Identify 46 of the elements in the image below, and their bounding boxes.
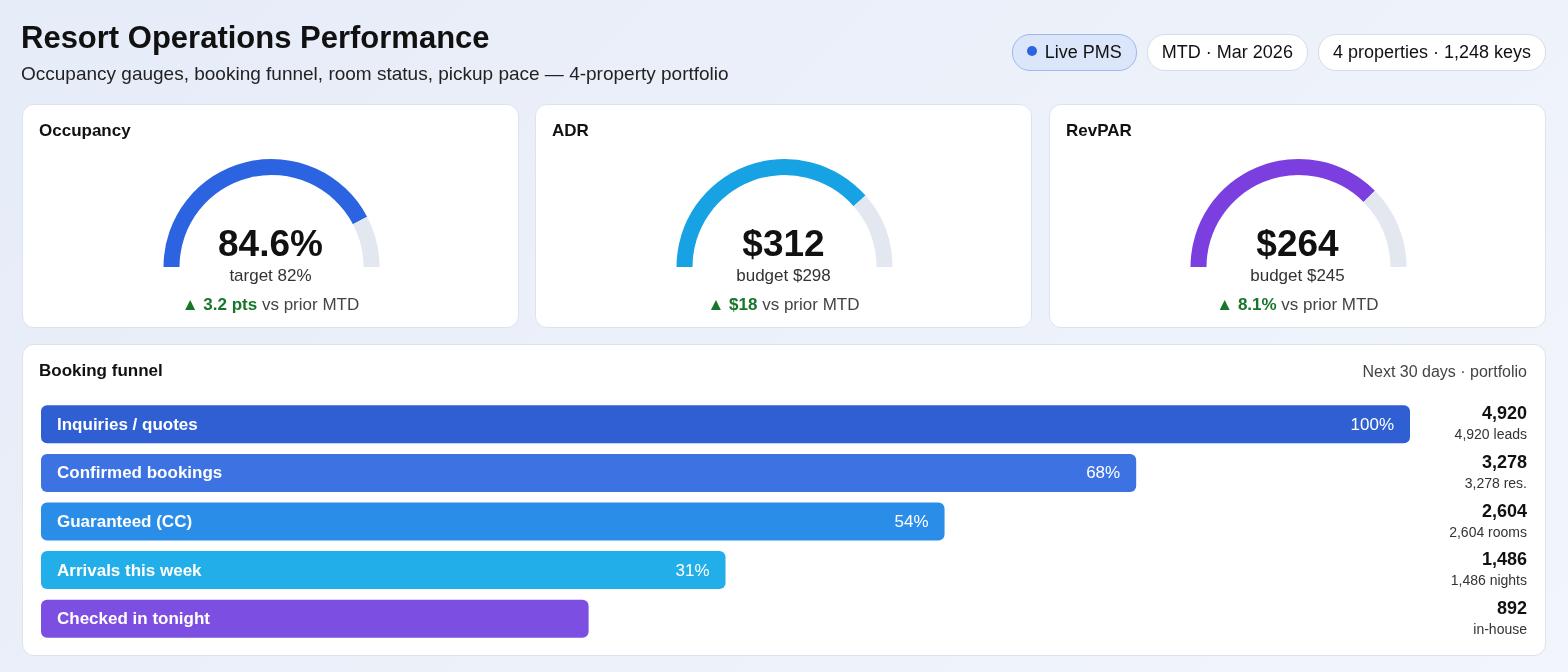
annotation: 100% bbox=[1350, 414, 1394, 434]
y-tick-label: Guaranteed (CC) bbox=[57, 512, 193, 531]
chart-title: RevPAR bbox=[1066, 121, 1132, 141]
text: Occupancy gauges, booking funnel, room status, pickup pace — 4-property portfolio bbox=[21, 63, 729, 85]
text: Live PMS bbox=[1044, 42, 1122, 62]
chart-title: ADR bbox=[552, 121, 589, 141]
y-tick-label: Confirmed bookings bbox=[57, 463, 223, 483]
bar bbox=[41, 502, 945, 541]
text: $312 bbox=[741, 223, 826, 265]
chart-title: Occupancy bbox=[39, 121, 131, 141]
y-tick-label: Arrivals this week bbox=[57, 560, 203, 580]
text: 4 properties · 1,248 keys bbox=[1332, 42, 1531, 62]
bar bbox=[41, 551, 726, 590]
text: 1,486 bbox=[1481, 549, 1527, 570]
text: vs prior MTD bbox=[1280, 295, 1379, 314]
text: 2,604 bbox=[1481, 500, 1527, 521]
text: Resort Operations Performance bbox=[21, 20, 490, 56]
text: 84.6% bbox=[217, 223, 324, 265]
text: vs prior MTD bbox=[761, 295, 860, 314]
text: ▲ 3.2 pts bbox=[181, 295, 258, 314]
y-tick-label: Inquiries / quotes bbox=[57, 414, 198, 434]
text: 1,486 nights bbox=[1450, 572, 1528, 589]
text: ▲ 8.1% bbox=[1216, 295, 1277, 314]
text: 4,920 bbox=[1481, 403, 1527, 424]
text: 4,920 leads bbox=[1454, 426, 1528, 443]
y-tick-label: Checked in tonight bbox=[57, 609, 211, 629]
text: 2,604 rooms bbox=[1449, 523, 1528, 540]
text: vs prior MTD bbox=[260, 295, 360, 314]
text: in-house bbox=[1473, 620, 1528, 637]
chart-title: Booking funnel bbox=[39, 361, 163, 381]
text: 3,278 res. bbox=[1464, 474, 1527, 491]
bar bbox=[41, 405, 1410, 444]
text: MTD · Mar 2026 bbox=[1161, 42, 1293, 62]
text: $264 bbox=[1255, 223, 1340, 265]
text: ▲ $18 bbox=[707, 295, 758, 314]
text: 3,278 bbox=[1481, 451, 1527, 472]
bar bbox=[41, 453, 1137, 492]
text: budget $245 bbox=[1249, 266, 1346, 286]
bar bbox=[41, 599, 589, 638]
annotation: 54% bbox=[894, 512, 929, 531]
text: target 82% bbox=[228, 266, 313, 286]
annotation: 31% bbox=[675, 560, 710, 580]
annotation: 68% bbox=[1086, 463, 1121, 483]
text: Next 30 days · portfolio bbox=[1362, 363, 1527, 381]
text: 892 bbox=[1496, 597, 1528, 618]
text: budget $298 bbox=[735, 266, 832, 286]
